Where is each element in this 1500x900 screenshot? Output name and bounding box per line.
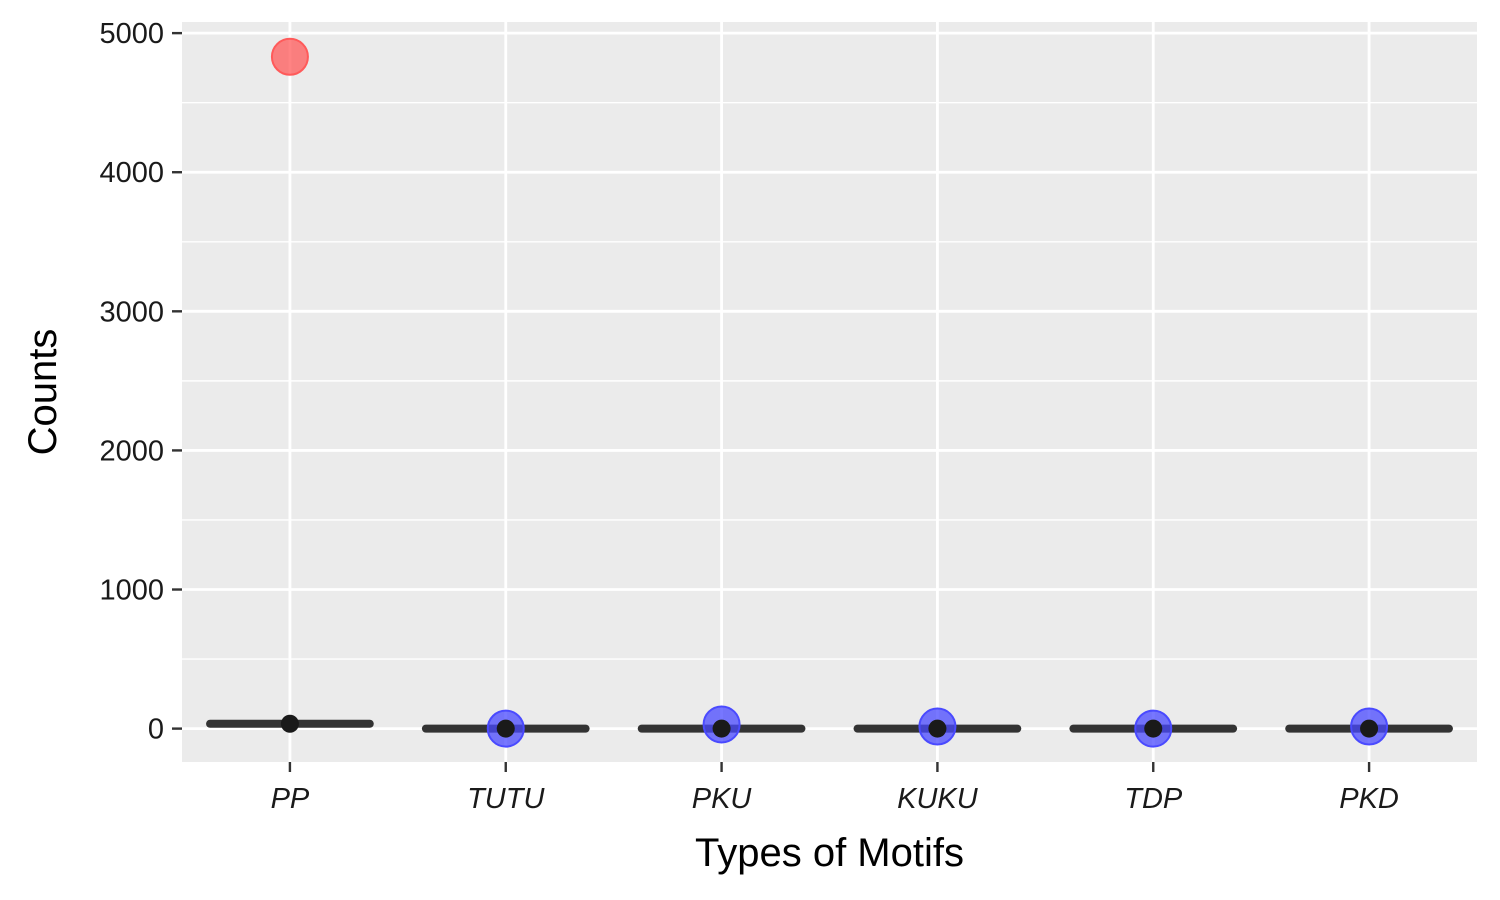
x-tick-label: KUKU [897, 783, 979, 815]
mean-point-PP [280, 714, 299, 733]
mean-point-TUTU [496, 719, 515, 738]
mean-point-PKU [712, 719, 731, 738]
mean-point-TDP [1144, 719, 1163, 738]
y-tick-label: 2000 [99, 435, 164, 467]
x-tick-label: TDP [1124, 783, 1183, 815]
mean-point-PKD [1360, 719, 1379, 738]
y-tick-label: 3000 [99, 296, 164, 328]
y-axis-title: Counts [21, 329, 65, 456]
mean-point-KUKU [928, 719, 947, 738]
x-tick-label: PKD [1339, 783, 1399, 815]
y-tick-label: 1000 [99, 575, 164, 607]
axis-layer: 0 1000 2000 3000 4000 5000 PP TUTU PKU KUKU TDP PKD [99, 18, 1398, 815]
x-tick-label: TUTU [467, 783, 545, 815]
point-PP [270, 37, 309, 76]
y-tick-label: 5000 [99, 18, 164, 50]
x-tick-label: PKU [692, 783, 753, 815]
plot-panel [182, 22, 1477, 762]
y-tick-label: 4000 [99, 157, 164, 189]
y-tick-label: 0 [148, 714, 164, 746]
x-axis-title: Types of Motifs [695, 831, 964, 875]
x-tick-label: PP [271, 783, 310, 815]
point-layer [270, 37, 1389, 748]
grid-lines [182, 22, 1477, 762]
